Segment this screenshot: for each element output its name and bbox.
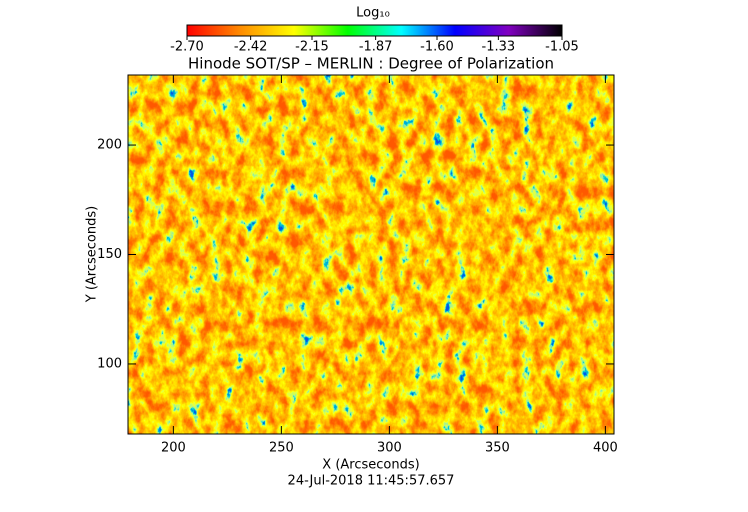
x-tick-label: 350 bbox=[485, 441, 510, 456]
colorbar bbox=[186, 24, 563, 37]
chart-title: Hinode SOT/SP – MERLIN : Degree of Polar… bbox=[188, 55, 554, 73]
colorbar-tick-label: -1.05 bbox=[545, 40, 579, 55]
y-tick-label: 150 bbox=[97, 247, 122, 262]
colorbar-tick-label: -1.33 bbox=[482, 40, 516, 55]
y-tick-label: 100 bbox=[97, 356, 122, 371]
x-tick-label: 200 bbox=[161, 441, 186, 456]
colorbar-tick-label: -2.70 bbox=[170, 40, 204, 55]
colorbar-tick-label: -1.60 bbox=[420, 40, 454, 55]
colorbar-tick-label: -2.15 bbox=[295, 40, 329, 55]
x-tick-label: 400 bbox=[593, 441, 618, 456]
x-tick-label: 250 bbox=[269, 441, 294, 456]
colorbar-tick-label: -2.42 bbox=[234, 40, 268, 55]
heatmap-image bbox=[128, 75, 614, 434]
x-axis-label: X (Arcseconds) bbox=[322, 458, 419, 473]
x-tick-label: 300 bbox=[377, 441, 402, 456]
y-axis-label: Y (Arcseconds) bbox=[85, 206, 100, 303]
footer-timestamp: 24-Jul-2018 11:45:57.657 bbox=[288, 474, 455, 489]
colorbar-tick-label: -1.87 bbox=[359, 40, 393, 55]
colorbar-label: Log₁₀ bbox=[356, 6, 390, 21]
y-tick-label: 200 bbox=[97, 138, 122, 153]
